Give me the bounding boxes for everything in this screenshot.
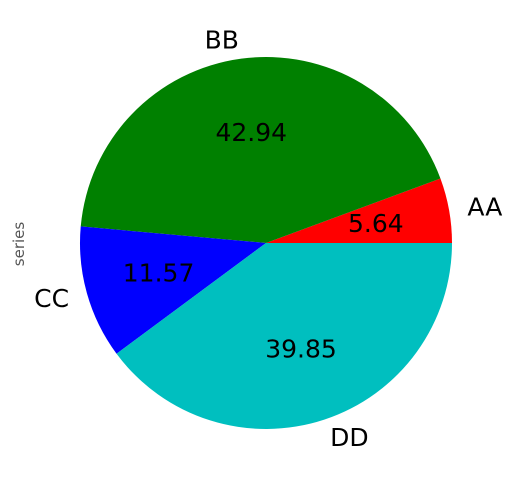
pie-value-labels: 5.64 42.94 11.57 39.85 — [123, 118, 404, 364]
pie-value-label-dd: 39.85 — [265, 334, 337, 363]
pie-value-label-aa: 5.64 — [348, 209, 404, 238]
pie-slice-label-dd: DD — [330, 423, 369, 452]
pie-value-label-cc: 11.57 — [123, 259, 195, 288]
pie-slice-aa — [266, 178, 452, 243]
pie-slice-cc — [80, 226, 266, 354]
pie-slice-label-aa: AA — [467, 192, 502, 221]
pie-slices — [80, 56, 452, 430]
pie-slice-dd — [116, 243, 452, 430]
pie-value-label-bb: 42.94 — [215, 118, 287, 147]
pie-slice-label-bb: BB — [205, 26, 239, 55]
pie-slice-label-cc: CC — [34, 284, 69, 313]
pie-slice-bb — [80, 56, 441, 243]
y-axis-label: series — [10, 222, 28, 267]
pie-slice-labels: AA BB CC DD — [34, 26, 502, 452]
